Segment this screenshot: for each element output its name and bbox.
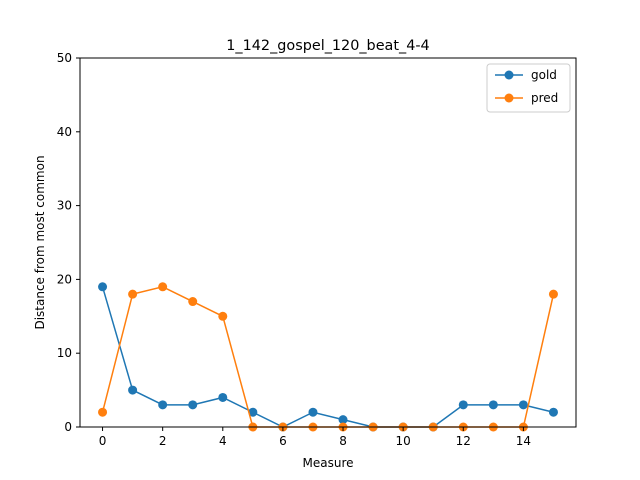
x-tick-label: 0 xyxy=(99,434,107,448)
x-tick-label: 10 xyxy=(396,434,411,448)
legend-marker-gold xyxy=(504,70,514,80)
data-point-gold xyxy=(188,400,198,410)
y-tick-label: 30 xyxy=(57,199,72,213)
data-point-pred xyxy=(158,282,168,292)
data-point-gold xyxy=(218,392,228,402)
data-point-gold xyxy=(458,400,468,410)
y-tick-label: 10 xyxy=(57,346,72,360)
data-point-gold xyxy=(518,400,528,410)
data-point-gold xyxy=(308,407,318,417)
x-tick-label: 8 xyxy=(339,434,347,448)
data-point-gold xyxy=(128,385,138,395)
x-axis-ticks: 0 2 4 6 8 10 12 14 xyxy=(99,427,531,448)
legend-marker-pred xyxy=(504,93,514,103)
y-tick-label: 20 xyxy=(57,272,72,286)
data-point-gold xyxy=(248,407,258,417)
y-axis-ticks: 0 10 20 30 40 50 xyxy=(57,51,80,434)
data-point-gold xyxy=(488,400,498,410)
data-point-pred xyxy=(98,407,108,417)
plot-frame xyxy=(79,57,577,428)
y-tick-label: 40 xyxy=(57,125,72,139)
x-tick-label: 2 xyxy=(159,434,167,448)
legend: gold pred xyxy=(486,63,571,113)
legend-label-gold: gold xyxy=(531,68,557,82)
x-tick-label: 14 xyxy=(516,434,531,448)
data-point-gold xyxy=(98,282,108,292)
legend-label-pred: pred xyxy=(531,91,558,105)
data-point-gold xyxy=(158,400,168,410)
data-point-pred xyxy=(548,289,558,299)
series-line-gold xyxy=(101,286,554,428)
data-point-pred xyxy=(218,311,228,321)
y-tick-label: 0 xyxy=(64,420,72,434)
data-point-pred xyxy=(128,289,138,299)
x-tick-label: 4 xyxy=(219,434,227,448)
chart-title: 1_142_gospel_120_beat_4-4 xyxy=(226,38,429,54)
x-axis-label: Measure xyxy=(303,456,354,470)
data-point-gold xyxy=(548,407,558,417)
data-point-gold xyxy=(338,415,348,425)
x-tick-label: 12 xyxy=(456,434,471,448)
y-axis-label: Distance from most common xyxy=(33,155,47,329)
y-tick-label: 50 xyxy=(57,51,72,65)
data-point-pred xyxy=(188,297,198,307)
x-tick-label: 6 xyxy=(279,434,287,448)
